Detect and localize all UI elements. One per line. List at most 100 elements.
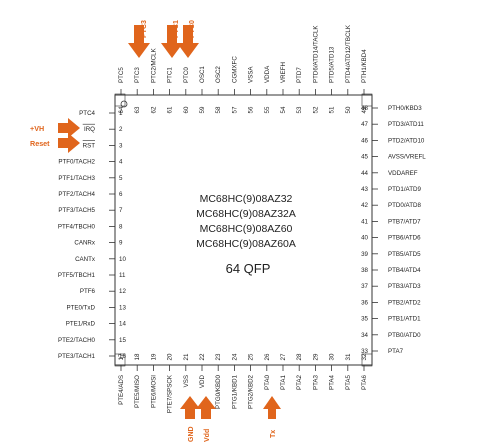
pin-number-52: 52 [312, 106, 319, 113]
pin-label-ptd0-atd8: PTD0/ATD8 [388, 202, 421, 209]
pin-label-vrefh: VREFH [280, 62, 287, 83]
pin-label-irq: IRQ [84, 126, 95, 133]
pin-number-48: 48 [361, 105, 368, 112]
pin-label-cantx: CANTx [75, 256, 96, 263]
corner-pin-box-1 [114, 93, 126, 107]
corner-pin-box-3 [114, 353, 126, 367]
ptc1-label: PTC1 [173, 20, 180, 38]
pin-number-5: 5 [119, 175, 123, 182]
pin-label-canrx: CANRx [74, 240, 96, 247]
chip-title-2: MC68HC(9)08AZ32A [196, 208, 296, 220]
pin-number-3: 3 [119, 142, 123, 149]
pin-number-16: 16 [119, 353, 126, 360]
pin-label-ptf0-tach2: PTF0/TACH2 [58, 159, 95, 166]
pin-label-pta3: PTA3 [312, 374, 319, 390]
pin-number-41: 41 [361, 218, 368, 225]
package-label: 64 QFP [226, 261, 271, 276]
pin-label-pta2: PTA2 [296, 374, 303, 390]
pin-number-44: 44 [361, 170, 368, 177]
package-body [114, 94, 373, 366]
pin-number-26: 26 [264, 353, 271, 360]
pin-number-64: 64 [118, 106, 125, 113]
pin-number-42: 42 [361, 202, 368, 209]
pin-label-ptd7: PTD7 [296, 67, 303, 83]
pin-number-11: 11 [119, 272, 126, 279]
pin-number-1: 1 [119, 110, 123, 117]
pin-label-ptd3-atd11: PTD3/ATD11 [388, 121, 424, 128]
reset-label: Reset [30, 139, 50, 148]
pin-number-47: 47 [361, 121, 368, 128]
tx-arrow-icon [263, 396, 281, 419]
pin-label-pth0-kbd3: PTH0/KBD3 [388, 105, 422, 112]
pin-number-39: 39 [361, 251, 368, 258]
pin-number-43: 43 [361, 186, 368, 193]
pin-number-46: 46 [361, 137, 368, 144]
pin-number-40: 40 [361, 235, 368, 242]
pin-number-61: 61 [167, 106, 174, 113]
pin-number-18: 18 [134, 353, 141, 360]
pin-label-ptb7-atd7: PTB7/ATD7 [388, 218, 421, 225]
pin-label-pta6: PTA6 [361, 374, 368, 390]
pin-label-pte6-mosi: PTE6/MOSI [150, 375, 157, 408]
pin-number-45: 45 [361, 154, 368, 161]
pin-label-cgmxfc: CGMXFC [231, 56, 238, 83]
vh-arrow-icon [58, 118, 80, 138]
pin-number-29: 29 [312, 353, 319, 360]
pin-label-pte2-tach0: PTE2/TACH0 [58, 337, 96, 344]
pin-number-27: 27 [280, 353, 287, 360]
pin-label-ptb2-atd2: PTB2/ATD2 [388, 299, 421, 306]
pin-label-avss-vrefl: AVSS/VREFL [388, 154, 426, 161]
pin-layer: PTC4 1 IRQ 2 RST 3 PTF0/TACH2 4 PTF1/TACH3 5 PTF2/… [58, 24, 426, 413]
pin-number-54: 54 [280, 106, 287, 113]
pin-label-ptg1-kbd1: PTG1/KBD1 [231, 374, 238, 409]
pin-label-ptc5: PTC5 [118, 67, 125, 83]
pin-label-vdd: VDD [199, 374, 206, 388]
pin-label-pte0-txd: PTE0/TxD [66, 304, 95, 311]
pin-number-10: 10 [119, 256, 126, 263]
pin-label-pte7-spsck: PTE7/SPSCK [167, 374, 174, 413]
pin-label-ptc2-mclk: PTC2/MCLK [150, 47, 157, 83]
ptc3-arrow-icon [128, 25, 150, 58]
pin-label-ptc0: PTC0 [183, 67, 190, 83]
pin-number-35: 35 [361, 316, 368, 323]
vdd-arrow-icon [196, 396, 216, 419]
pin-number-34: 34 [361, 332, 368, 339]
pin-number-21: 21 [183, 353, 190, 360]
pin-number-50: 50 [345, 106, 352, 113]
chip-title-3: MC68HC(9)08AZ60 [200, 223, 293, 235]
pin-number-25: 25 [248, 353, 255, 360]
pin-label-ptf4-tbch0: PTF4/TBCH0 [58, 223, 96, 230]
pin-label-ptd5-atd13: PTD5/ATD13 [329, 46, 336, 83]
ptc1-arrow-icon [161, 25, 183, 58]
pin-number-38: 38 [361, 267, 368, 274]
pin-number-14: 14 [119, 321, 126, 328]
pin-label-pta0: PTA0 [264, 374, 271, 390]
reset-arrow-icon [58, 133, 80, 153]
pin-number-49: 49 [361, 106, 368, 113]
pin-number-58: 58 [215, 106, 222, 113]
pin-number-53: 53 [296, 106, 303, 113]
corner-pin-box-2 [361, 93, 373, 107]
pin-label-ptd6-atd14-taclk: PTD6/ATD14/TACLK [312, 25, 319, 83]
pin-number-30: 30 [329, 353, 336, 360]
ptc0-label: PTC0 [189, 20, 196, 38]
pin-label-ptb3-atd3: PTB3/ATD3 [388, 283, 421, 290]
pin-number-51: 51 [329, 106, 336, 113]
pin-label-pte4-ads: PTE4/ADS [118, 375, 125, 405]
pin-number-12: 12 [119, 288, 126, 295]
pin-number-2: 2 [119, 126, 123, 133]
pin-label-ptf1-tach3: PTF1/TACH3 [58, 175, 95, 182]
pin-number-55: 55 [264, 106, 271, 113]
pin-label-ptd1-atd9: PTD1/ATD9 [388, 186, 421, 193]
pin-label-ptd2-atd10: PTD2/ATD10 [388, 137, 425, 144]
chip-title-1: MC68HC(9)08AZ32 [200, 193, 293, 205]
pin-number-59: 59 [199, 106, 206, 113]
pin-number-32: 32 [361, 353, 368, 360]
pin-label-ptb6-atd6: PTB6/ATD6 [388, 235, 421, 242]
pin-number-13: 13 [119, 304, 126, 311]
pin-number-31: 31 [345, 353, 352, 360]
pin-label-pta7: PTA7 [388, 348, 404, 355]
pin-number-4: 4 [119, 159, 123, 166]
pin-number-56: 56 [248, 106, 255, 113]
